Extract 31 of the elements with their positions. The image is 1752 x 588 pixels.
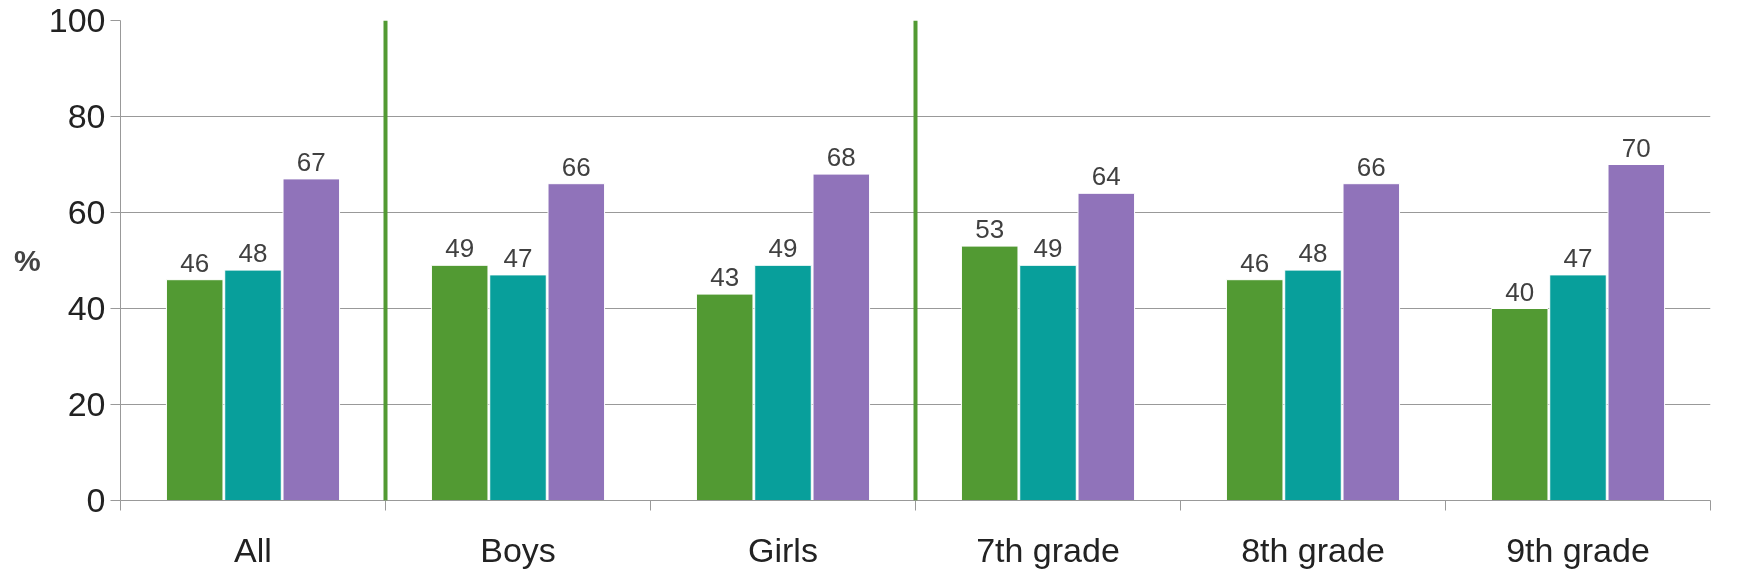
- x-tick-label: 7th grade: [976, 530, 1120, 569]
- data-label: 46: [1240, 247, 1270, 278]
- y-tick-label: 40: [67, 289, 106, 327]
- y-tick-label: 80: [67, 97, 106, 135]
- y-axis-title: %: [14, 244, 41, 277]
- y-tick-label: 60: [67, 193, 106, 231]
- data-label: 68: [826, 142, 856, 173]
- y-tick-label: 20: [67, 385, 106, 423]
- data-label: 53: [975, 214, 1005, 245]
- data-label: 49: [768, 233, 798, 264]
- data-label: 64: [1091, 161, 1121, 192]
- data-label: 70: [1621, 132, 1651, 163]
- x-tick-label: 9th grade: [1506, 530, 1650, 569]
- y-tick-label: 100: [48, 1, 106, 39]
- data-label: 67: [296, 146, 326, 177]
- data-label: 46: [180, 247, 210, 278]
- x-tick-label: All: [234, 530, 272, 569]
- data-label: 48: [1298, 238, 1328, 269]
- x-tick-label: 8th grade: [1241, 530, 1385, 569]
- data-label: 47: [503, 242, 533, 273]
- data-label: 40: [1505, 276, 1535, 307]
- data-label: 66: [1356, 151, 1386, 182]
- data-label: 49: [1033, 233, 1063, 264]
- data-label: 49: [445, 233, 475, 264]
- data-label: 48: [238, 238, 268, 269]
- data-label: 47: [1563, 242, 1593, 273]
- x-tick-label: Boys: [480, 530, 556, 569]
- y-tick-label: 0: [86, 481, 106, 519]
- data-label: 66: [561, 151, 591, 182]
- x-tick-label: Girls: [748, 530, 818, 569]
- data-label: 43: [710, 262, 740, 293]
